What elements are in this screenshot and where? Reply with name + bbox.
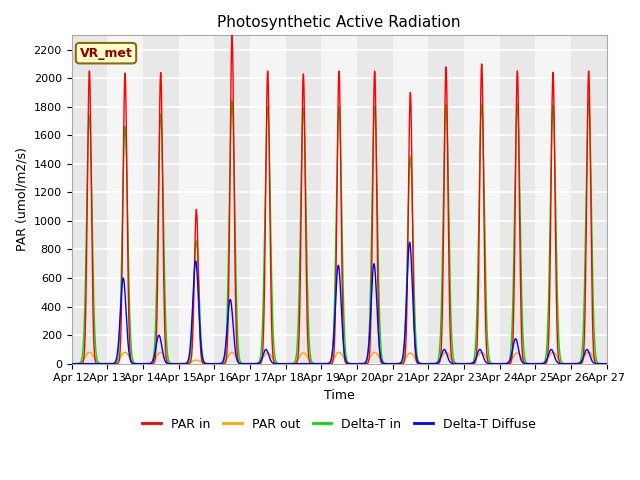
PAR out <box>603 361 611 367</box>
PAR in <box>68 361 76 367</box>
PAR out <box>296 353 304 359</box>
Delta-T in <box>129 356 136 362</box>
PAR in <box>534 361 542 367</box>
PAR in <box>603 361 611 367</box>
Bar <box>107 36 143 364</box>
Delta-T in <box>585 96 593 102</box>
PAR in <box>592 360 600 366</box>
Delta-T in <box>68 361 76 367</box>
PAR out <box>592 359 600 364</box>
PAR out <box>129 359 136 364</box>
Bar <box>571 36 607 364</box>
Bar <box>357 36 392 364</box>
Delta-T Diffuse <box>161 356 168 362</box>
Y-axis label: PAR (umol/m2/s): PAR (umol/m2/s) <box>15 147 28 252</box>
Bar <box>143 36 179 364</box>
Delta-T in <box>592 356 600 361</box>
PAR in <box>228 33 236 38</box>
PAR in <box>161 307 168 312</box>
Bar <box>214 36 250 364</box>
Delta-T Diffuse <box>296 361 304 367</box>
Line: Delta-T in: Delta-T in <box>72 99 607 364</box>
Delta-T in <box>296 252 304 257</box>
Bar <box>321 36 357 364</box>
Delta-T Diffuse <box>592 361 600 367</box>
Bar <box>464 36 499 364</box>
Delta-T in <box>273 360 280 366</box>
Bar <box>179 36 214 364</box>
Delta-T Diffuse <box>534 361 542 367</box>
Line: PAR out: PAR out <box>72 352 607 364</box>
Legend: PAR in, PAR out, Delta-T in, Delta-T Diffuse: PAR in, PAR out, Delta-T in, Delta-T Dif… <box>138 413 541 436</box>
Delta-T Diffuse <box>273 361 280 367</box>
Delta-T in <box>534 361 542 367</box>
Delta-T Diffuse <box>406 240 413 245</box>
Text: VR_met: VR_met <box>79 47 132 60</box>
Bar <box>535 36 571 364</box>
Delta-T in <box>161 260 168 265</box>
Delta-T in <box>603 361 611 367</box>
PAR out <box>273 360 281 365</box>
PAR out <box>68 361 76 367</box>
PAR in <box>129 360 136 366</box>
Title: Photosynthetic Active Radiation: Photosynthetic Active Radiation <box>217 15 461 30</box>
Bar <box>72 36 107 364</box>
Delta-T Diffuse <box>68 361 76 367</box>
Line: Delta-T Diffuse: Delta-T Diffuse <box>72 242 607 364</box>
Bar <box>392 36 428 364</box>
Line: PAR in: PAR in <box>72 36 607 364</box>
X-axis label: Time: Time <box>324 389 355 402</box>
Delta-T Diffuse <box>603 361 611 367</box>
PAR in <box>296 291 304 297</box>
Bar <box>428 36 464 364</box>
PAR out <box>86 349 93 355</box>
Bar <box>285 36 321 364</box>
PAR in <box>273 361 281 367</box>
Delta-T Diffuse <box>129 360 136 366</box>
Bar <box>250 36 285 364</box>
Bar <box>499 36 535 364</box>
PAR out <box>534 361 542 367</box>
PAR out <box>161 353 168 359</box>
